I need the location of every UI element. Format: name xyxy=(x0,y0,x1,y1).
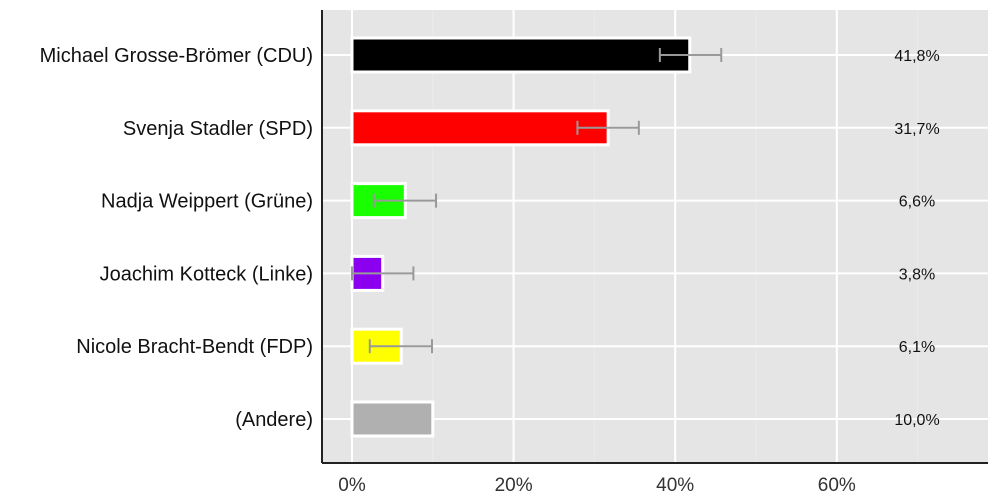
category-label: Nicole Bracht-Bendt (FDP) xyxy=(76,336,313,358)
value-label: 6,6% xyxy=(899,194,935,211)
bar xyxy=(350,109,610,147)
value-labels: 41,8% 31,7% 6,6% 3,8% 6,1% 10,0% xyxy=(894,48,939,429)
error-bar xyxy=(576,120,640,135)
x-tick-label: 20% xyxy=(495,475,533,496)
plot-panel xyxy=(322,10,988,463)
value-label: 10,0% xyxy=(894,412,939,429)
error-bar xyxy=(351,266,415,281)
x-tick-label: 40% xyxy=(656,475,694,496)
grid-minor xyxy=(432,10,919,463)
x-axis-tick-labels: 0% 20% 40% 60% xyxy=(338,475,856,496)
value-label: 6,1% xyxy=(899,339,935,356)
error-bars xyxy=(351,48,723,354)
bar xyxy=(350,36,692,74)
category-label: Nadja Weippert (Grüne) xyxy=(101,191,313,213)
category-labels: Michael Grosse-Brömer (CDU) Svenja Stadle… xyxy=(40,45,313,431)
category-label: Joachim Kotteck (Linke) xyxy=(100,263,313,285)
value-label: 3,8% xyxy=(899,266,935,283)
category-label: Svenja Stadler (SPD) xyxy=(123,118,313,140)
bar xyxy=(350,400,435,438)
error-bar xyxy=(658,48,723,62)
error-bar xyxy=(372,193,438,208)
category-label: Michael Grosse-Brömer (CDU) xyxy=(40,45,313,67)
x-tick-label: 60% xyxy=(818,475,856,496)
value-label: 41,8% xyxy=(894,48,939,65)
x-tick-label: 0% xyxy=(338,475,366,496)
category-label: (Andere) xyxy=(235,409,313,431)
value-label: 31,7% xyxy=(894,121,939,138)
error-bar xyxy=(368,339,433,354)
